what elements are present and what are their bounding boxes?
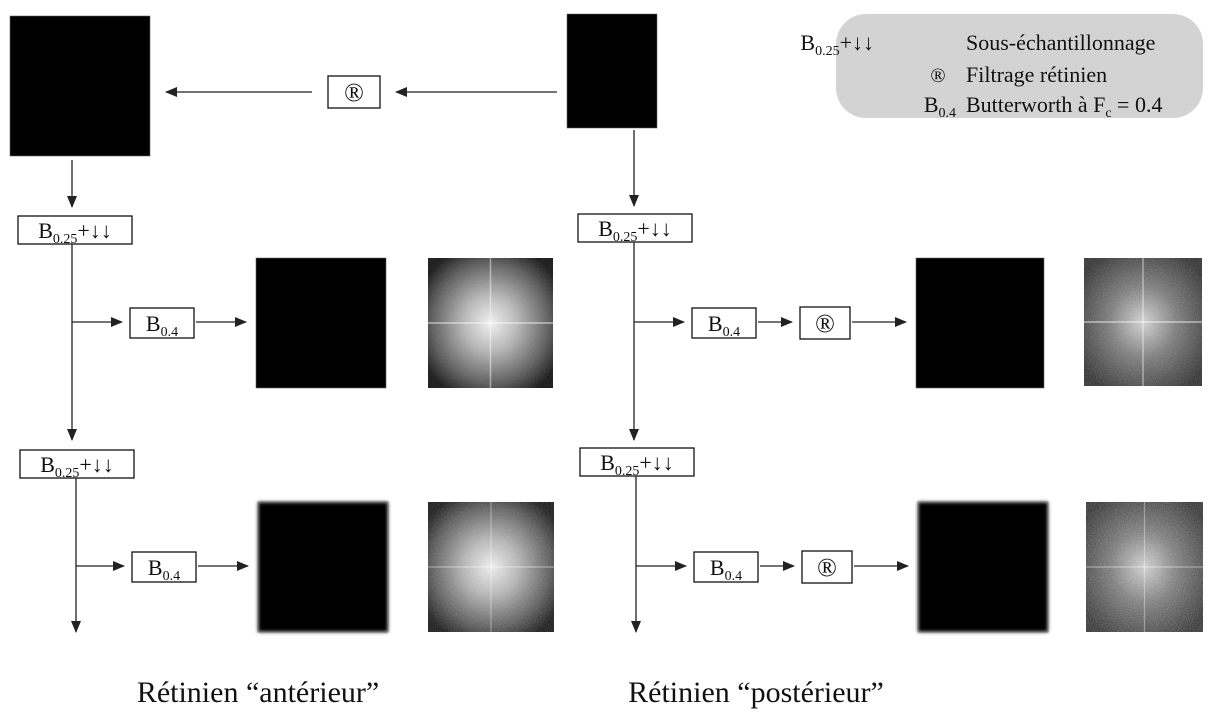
right-retina-block-1 (799, 306, 851, 340)
retina-block-top-symbol: ® (344, 78, 364, 107)
right-downsample-label-1: B0.25+↓↓ (598, 216, 672, 245)
legend-butterworth-text: Butterworth à Fc = 0.4 (966, 92, 1162, 121)
right-butterworth-label-2: B0.4 (710, 555, 742, 584)
right-retina-symbol-2: ® (817, 553, 837, 582)
left-scale1-image (256, 258, 386, 388)
left-downsample-label-2: B0.25+↓↓ (40, 452, 114, 481)
legend-downsample-text: Sous-échantillonnage (966, 30, 1155, 55)
right-butterworth-block-2 (693, 551, 759, 583)
right-butterworth-block-1 (691, 307, 757, 339)
left-butterworth-label-1: B0.4 (146, 311, 178, 340)
right-downsample-block-2 (579, 447, 695, 477)
left-butterworth-label-2: B0.4 (148, 555, 180, 584)
retina-filtered-image (10, 16, 150, 156)
legend-retinal-text: Filtrage rétinien (966, 62, 1107, 87)
left-scale2-spectrum (428, 502, 554, 632)
right-retina-block-2 (801, 550, 853, 584)
right-scale1-spectrum (1084, 258, 1202, 386)
left-downsample-label-1: B0.25+↓↓ (38, 218, 112, 247)
legend-butterworth-symbol: B0.4 (924, 92, 956, 121)
legend-box (836, 14, 1203, 118)
caption-left: Rétinien “antérieur” (137, 676, 379, 709)
right-scale2-spectrum (1086, 502, 1203, 632)
left-butterworth-block-2 (131, 551, 197, 583)
right-downsample-label-2: B0.25+↓↓ (600, 450, 674, 479)
right-scale2-image (918, 502, 1048, 632)
left-scale2-image (258, 502, 388, 632)
right-downsample-block-1 (577, 213, 693, 243)
legend-retinal-symbol: ® (930, 65, 945, 87)
caption-right: Rétinien “postérieur” (628, 676, 884, 709)
right-butterworth-label-1: B0.4 (708, 311, 740, 340)
right-retina-symbol-1: ® (815, 309, 835, 338)
left-butterworth-block-1 (129, 307, 195, 339)
left-downsample-block-1 (17, 215, 133, 245)
original-image (567, 14, 657, 128)
retina-block-top (327, 75, 381, 109)
legend-downsample-symbol: B0.25+↓↓ (800, 30, 874, 59)
left-downsample-block-2 (19, 449, 135, 479)
left-scale1-spectrum (428, 258, 553, 388)
right-scale1-image (916, 258, 1044, 388)
